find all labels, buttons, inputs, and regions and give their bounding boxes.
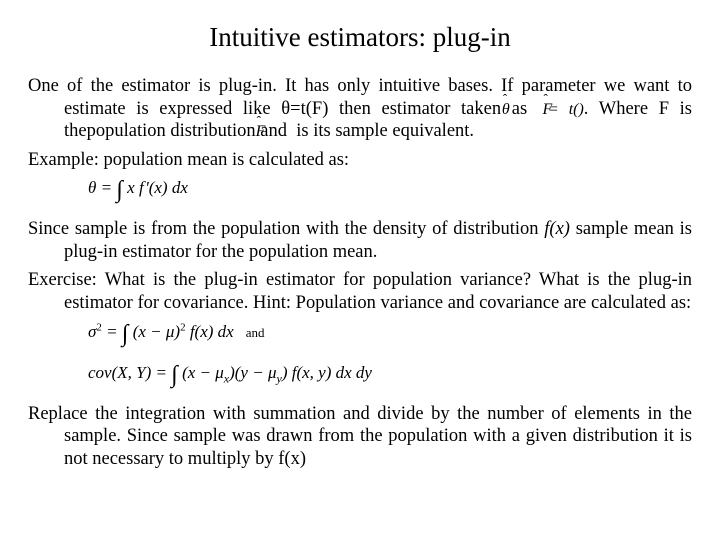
slide-root: Intuitive estimators: plug-in One of the…	[0, 0, 720, 540]
paragraph-exercise: Exercise: What is the plug-in estimator …	[28, 269, 692, 314]
equation-covariance-text: cov(X, Y) = ∫ (x − μx)(y − μy) f(x, y) d…	[88, 363, 372, 382]
paragraph-intro: One of the estimator is plug-in. It has …	[28, 75, 692, 143]
slide-title: Intuitive estimators: plug-in	[28, 22, 692, 53]
equation-covariance: cov(X, Y) = ∫ (x − μx)(y − μy) f(x, y) d…	[88, 362, 692, 389]
fx-emph: f(x)	[544, 219, 570, 239]
equation-mean: θ = ∫ x f '(x) dx	[88, 177, 692, 204]
paragraph-replace: Replace the integration with summation a…	[28, 403, 692, 471]
inline-eq-theta-hat: θ = t(F)	[538, 101, 584, 118]
paragraph-example-label: Example: population mean is calculated a…	[28, 149, 692, 172]
equation-mean-text: θ = ∫ x f '(x) dx	[88, 178, 188, 197]
intro-text-c: is its sample equivalent.	[292, 121, 474, 141]
equation-variance-text: σ2 = ∫ (x − μ)2 f(x) dx	[88, 322, 234, 341]
equation-variance: σ2 = ∫ (x − μ)2 f(x) dx and	[88, 321, 692, 348]
paragraph-sample-mean: Since sample is from the population with…	[28, 218, 692, 263]
and-label: and	[246, 325, 265, 340]
